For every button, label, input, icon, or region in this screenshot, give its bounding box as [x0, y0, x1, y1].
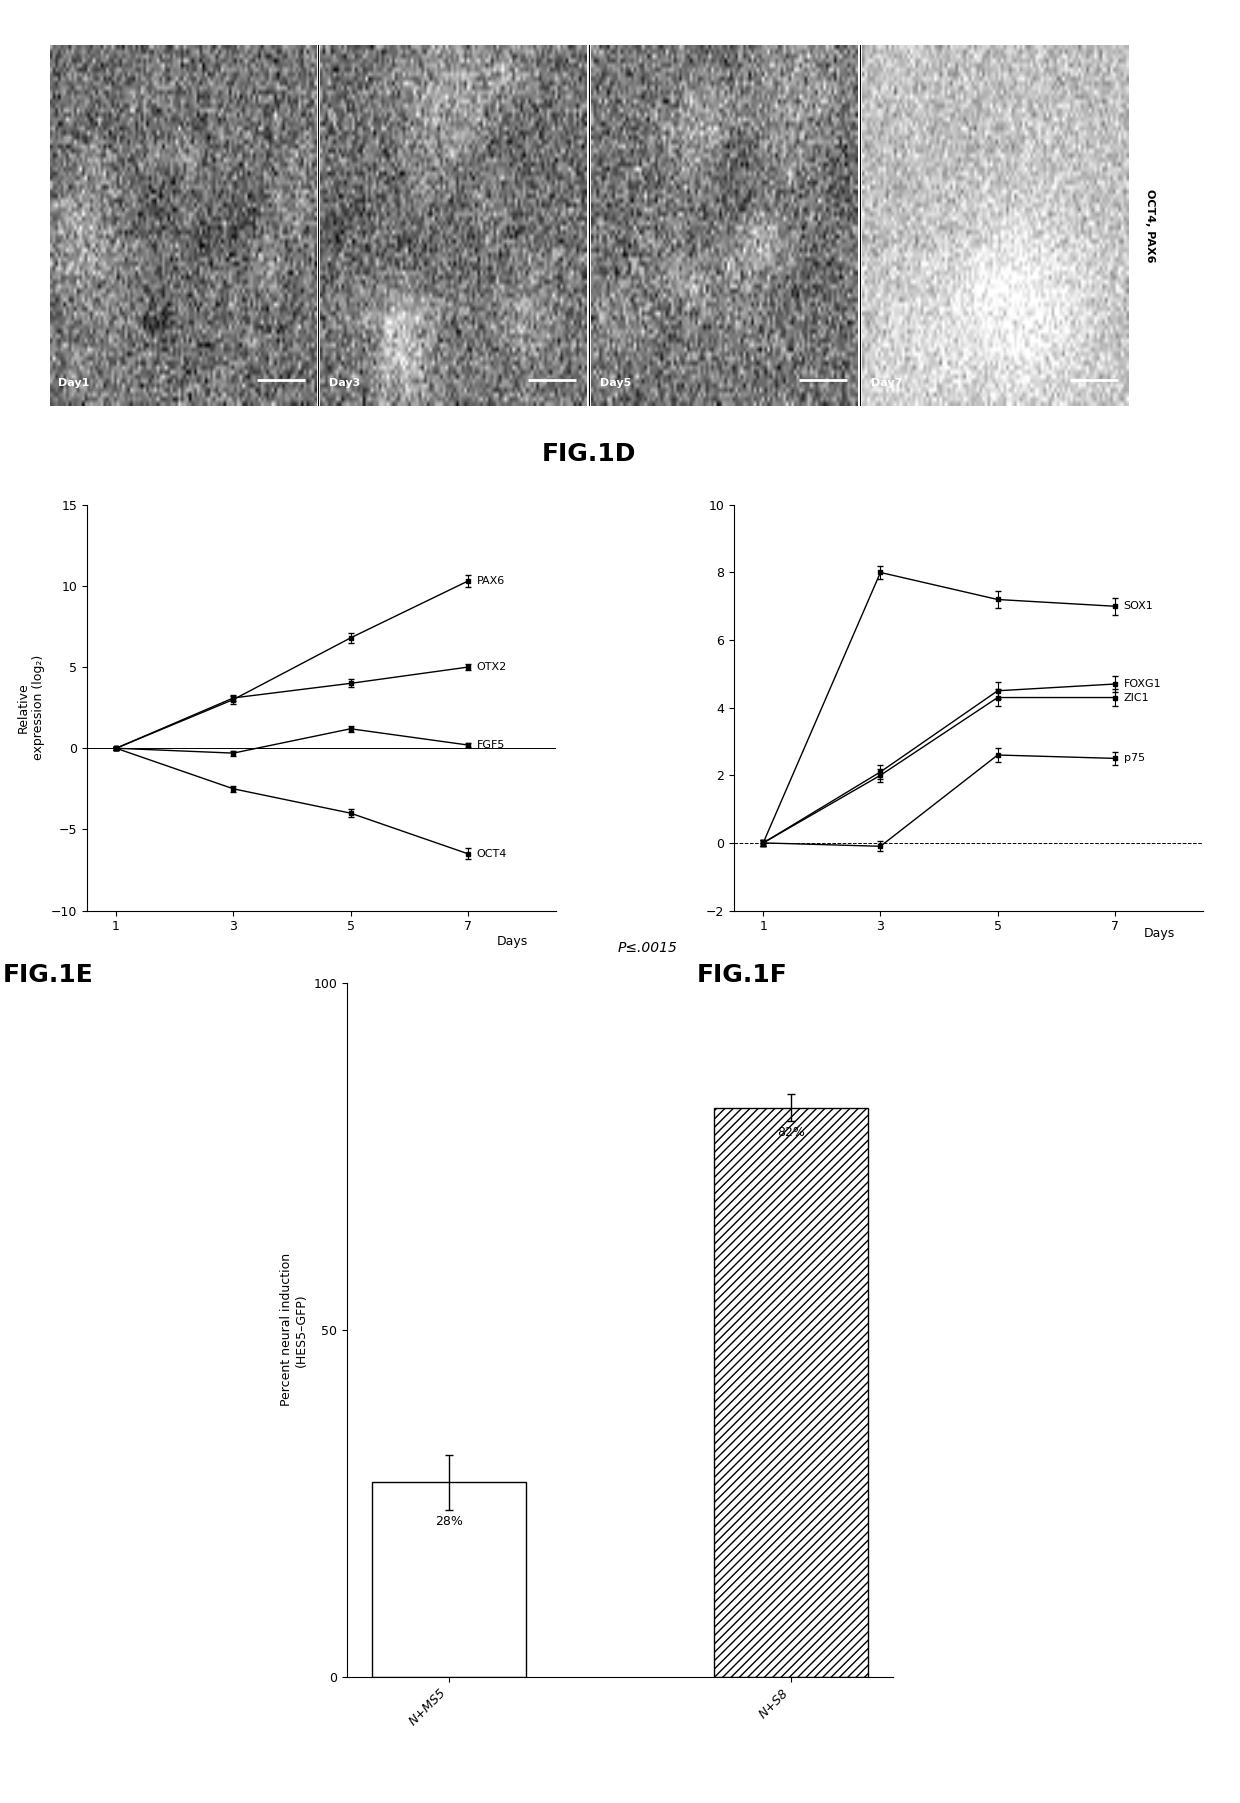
Text: ZIC1: ZIC1	[1123, 692, 1149, 703]
Text: Day5: Day5	[600, 377, 631, 388]
Text: FGF5: FGF5	[476, 739, 505, 750]
Text: p75: p75	[1123, 754, 1145, 763]
Text: OCT4, PAX6: OCT4, PAX6	[1145, 189, 1154, 261]
Text: Day1: Day1	[58, 377, 89, 388]
Text: Day7: Day7	[870, 377, 901, 388]
Text: Days: Days	[1145, 927, 1176, 941]
Text: FIG.1D: FIG.1D	[542, 442, 636, 465]
Text: OCT4: OCT4	[476, 849, 507, 858]
Text: PAX6: PAX6	[476, 577, 505, 586]
Text: 82%: 82%	[777, 1125, 805, 1139]
Text: Day3: Day3	[329, 377, 361, 388]
Text: FIG.1E: FIG.1E	[2, 963, 93, 988]
Text: Days: Days	[497, 934, 528, 948]
Y-axis label: Percent neural induction
(HES5–GFP): Percent neural induction (HES5–GFP)	[280, 1253, 308, 1406]
Text: FOXG1: FOXG1	[1123, 680, 1162, 689]
Text: P≤.0015: P≤.0015	[618, 941, 677, 956]
Bar	[714, 1107, 868, 1677]
Text: 28%: 28%	[435, 1515, 463, 1527]
Text: FIG.1F: FIG.1F	[697, 963, 787, 988]
Text: OTX2: OTX2	[476, 662, 507, 673]
Bar	[372, 1482, 526, 1677]
Y-axis label: Relative
expression (log₂): Relative expression (log₂)	[17, 654, 45, 761]
Text: SOX1: SOX1	[1123, 600, 1153, 611]
